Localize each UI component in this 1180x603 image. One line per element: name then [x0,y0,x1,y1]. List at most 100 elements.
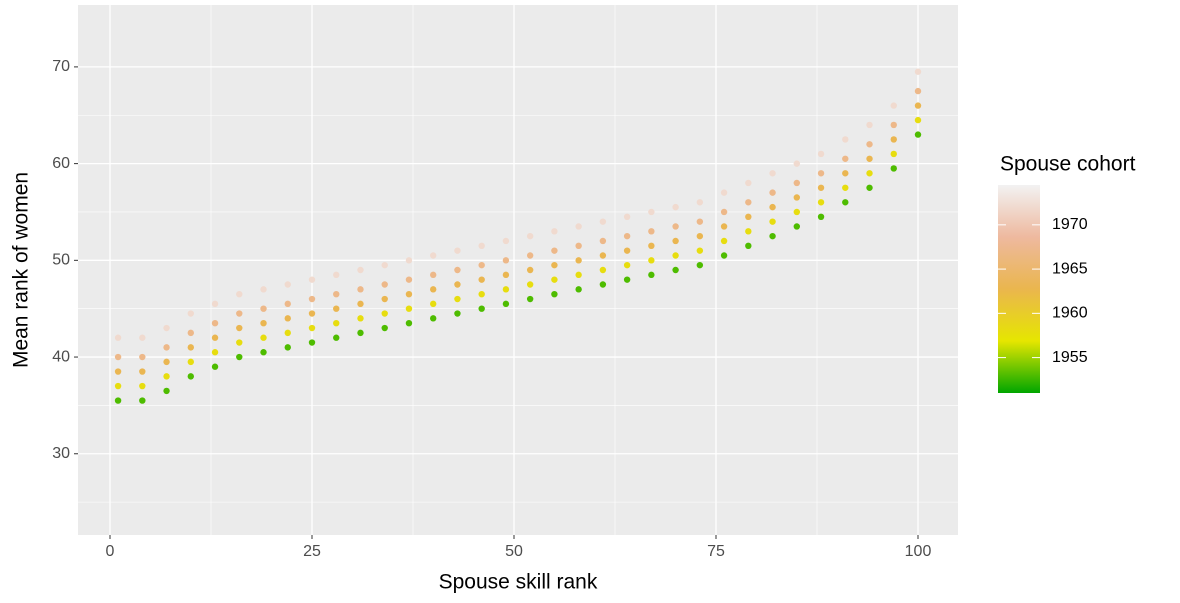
point [357,329,364,337]
point [260,319,267,327]
point [551,228,558,235]
point [769,189,776,196]
point [405,276,413,283]
x-tick-label: 25 [303,543,321,560]
point [308,276,316,283]
point [696,218,704,225]
point [139,397,146,404]
point [114,382,122,390]
point [526,266,534,274]
point [357,286,364,293]
grid [78,5,958,535]
point [551,261,558,269]
point [623,213,631,221]
point [720,189,728,196]
point [260,349,267,356]
point [502,237,510,245]
point [454,295,461,303]
point [866,184,873,191]
point [696,232,704,240]
colorbar [998,185,1040,393]
point [163,373,170,380]
point [914,102,922,109]
point [817,170,825,177]
y-tick-label: 60 [52,155,70,172]
point [526,232,534,240]
point [357,315,364,322]
point [745,199,752,206]
point [163,344,170,351]
point [696,199,704,206]
point [914,116,922,124]
point [333,334,340,341]
point [308,310,316,317]
point [454,247,461,254]
point [599,218,607,225]
point [599,237,607,245]
point [769,203,776,211]
point [672,266,679,274]
point [211,334,219,341]
point [308,295,316,303]
point [551,290,558,298]
colorbar-label: 1960 [1052,305,1088,322]
point [623,232,631,240]
x-tick-label: 50 [505,543,523,560]
point [842,155,849,162]
point [745,228,752,235]
point [187,329,194,337]
point [914,68,922,75]
point [648,208,655,216]
point [308,339,316,346]
point [623,247,631,254]
point [720,208,728,216]
point [284,315,291,322]
point [502,300,510,308]
point [648,242,655,250]
point [405,319,413,327]
point [187,358,194,366]
point [308,324,316,332]
point [575,257,582,264]
point [139,368,146,375]
x-tick-label: 75 [707,543,725,560]
point [260,286,267,293]
x-tick-label: 100 [905,543,932,560]
point [454,310,461,317]
point [672,237,679,245]
point [599,281,607,288]
point [211,319,219,327]
point [139,353,146,361]
point [745,179,752,187]
x-axis-title: Spouse skill rank [439,571,598,594]
point [405,290,413,298]
point [333,271,340,279]
point [284,344,291,351]
point [696,247,704,254]
point [478,290,485,298]
y-tick-label: 30 [52,445,70,462]
point [599,266,607,274]
point [381,324,388,332]
point [672,252,679,259]
y-axis-title: Mean rank of women [10,172,33,368]
point [769,232,776,240]
point [139,334,146,341]
point [745,242,752,250]
point [866,155,873,162]
point [769,170,776,177]
point [357,266,364,274]
point [890,102,897,109]
point [187,373,194,380]
point [817,213,825,221]
point [333,305,340,312]
point [405,257,413,264]
point [405,305,413,312]
point [284,300,291,308]
y-tick-label: 50 [52,252,70,269]
colorbar-label: 1965 [1052,260,1088,277]
point [769,218,776,225]
point [236,353,243,361]
point [381,295,388,303]
colorbar-label: 1970 [1052,216,1088,233]
